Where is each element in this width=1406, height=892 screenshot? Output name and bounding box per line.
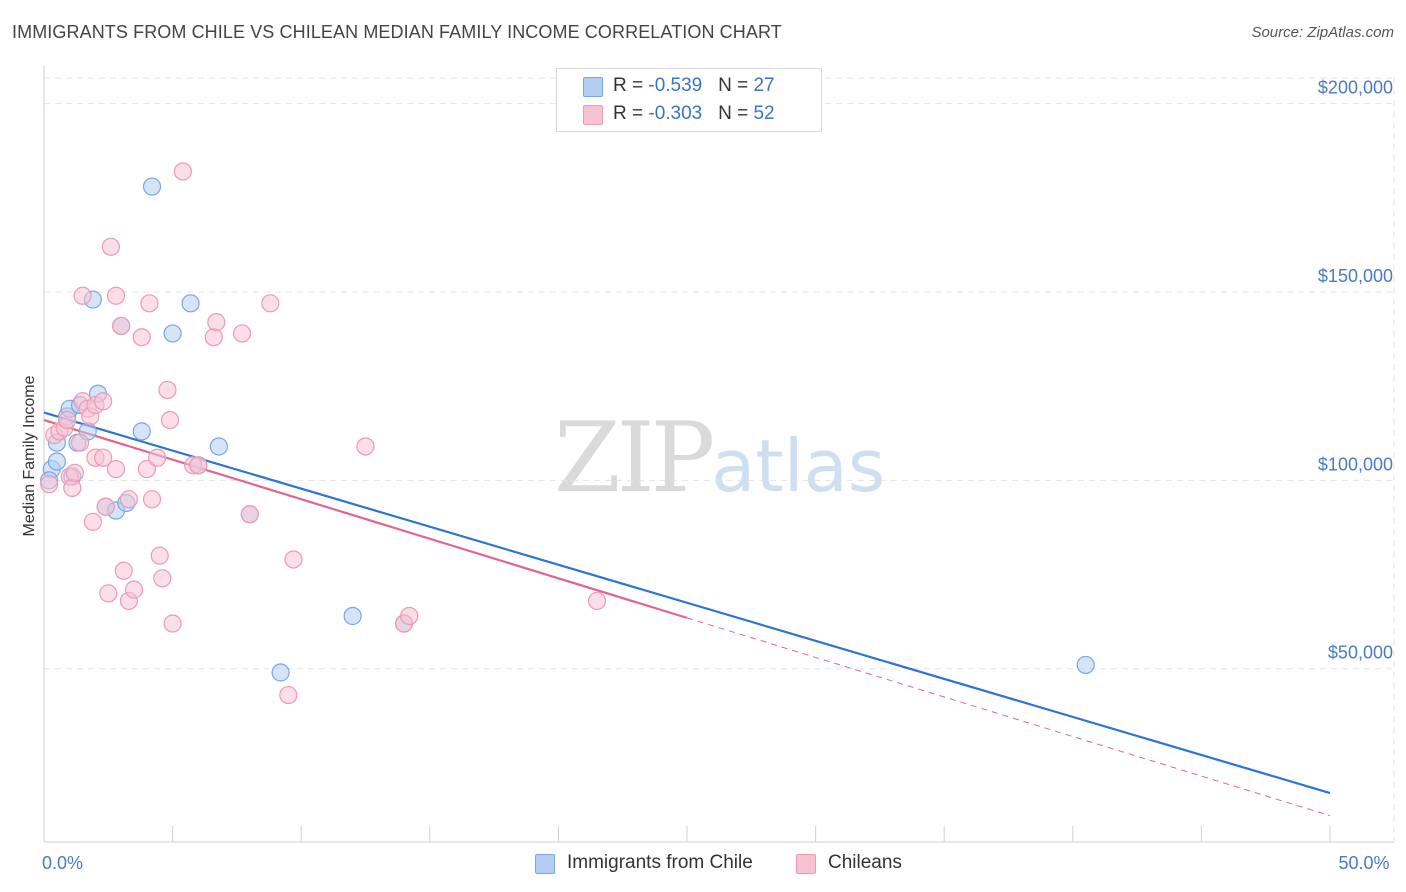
point-chileans-50 (400, 606, 419, 626)
point-chileans-43 (232, 324, 252, 343)
point-chileans-29 (137, 459, 156, 479)
point-chileans-8 (70, 433, 90, 452)
x-tick-label-1: 50.0% (1338, 853, 1389, 873)
watermark: ZIPatlas (554, 402, 885, 514)
swatch-chileans (583, 105, 603, 125)
point-chileans-48 (356, 437, 375, 456)
point-chile-17 (163, 324, 182, 343)
point-chileans-28 (132, 328, 151, 347)
point-chileans-44 (240, 505, 259, 524)
point-chileans-32 (148, 448, 167, 467)
point-chileans-16 (94, 448, 113, 467)
legend-label-chileans: Chileans (828, 852, 902, 873)
swatch-chile (583, 77, 603, 97)
y-axis-label: Median Family Income (21, 375, 38, 536)
legend-swatch-chile (535, 854, 555, 874)
point-chileans-13 (83, 512, 102, 531)
point-chileans-18 (96, 497, 115, 516)
point-chileans-47 (284, 550, 303, 569)
stats-text-chile: R = -0.539 N = 27 (613, 75, 775, 96)
legend-swatch-chileans (796, 854, 816, 874)
trend-lines (43, 411, 1331, 817)
point-chileans-17 (94, 392, 113, 411)
point-chileans-42 (207, 313, 226, 332)
point-chileans-4 (58, 410, 77, 430)
point-chileans-30 (140, 294, 159, 313)
point-chileans-40 (189, 456, 208, 475)
axes (43, 66, 1394, 843)
point-chileans-22 (106, 286, 126, 305)
point-chileans-7 (65, 463, 84, 482)
point-chile-25 (1076, 655, 1095, 675)
point-chileans-36 (160, 410, 180, 430)
point-chileans-6 (63, 478, 82, 498)
watermark-atlas: atlas (711, 424, 886, 508)
chart-title: IMMIGRANTS FROM CHILE VS CHILEAN MEDIAN … (12, 22, 782, 42)
source-label: Source: ZipAtlas.com (1251, 24, 1394, 41)
point-chile-20 (209, 437, 228, 456)
point-chileans-37 (163, 614, 182, 633)
point-chileans-27 (124, 580, 144, 599)
y-tick-label-3: $200,000 (1318, 78, 1393, 98)
point-chile-16 (142, 177, 162, 196)
point-chileans-31 (142, 490, 162, 509)
point-chileans-45 (261, 294, 280, 313)
trend-line-2 (686, 617, 1331, 817)
point-chile-2 (47, 452, 66, 471)
point-chileans-23 (112, 316, 131, 336)
point-chile-18 (181, 294, 200, 313)
point-chileans-46 (279, 685, 298, 705)
trend-line-0 (43, 411, 1331, 795)
tick-labels: $50,000 $100,000 $150,000 $200,000 0.0% 50.0% (42, 78, 1393, 873)
point-chileans-41 (204, 328, 223, 347)
point-chileans-33 (150, 546, 169, 565)
stats-text-chileans: R = -0.303 N = 52 (613, 103, 775, 124)
y-tick-label-0: $50,000 (1328, 643, 1393, 663)
y-tick-label-2: $150,000 (1318, 266, 1393, 286)
point-chileans-34 (153, 569, 172, 588)
point-chileans-35 (158, 380, 177, 400)
point-chile-22 (271, 663, 290, 682)
point-chileans-51 (587, 591, 607, 611)
point-chileans-38 (173, 162, 192, 181)
point-chileans-21 (106, 459, 126, 479)
stats-legend: R = -0.539 N = 27 R = -0.303 N = 52 (556, 68, 822, 132)
point-chile-23 (343, 606, 362, 626)
x-tick-label-0: 0.0% (42, 853, 83, 873)
legend-label-chile: Immigrants from Chile (567, 852, 753, 873)
point-chileans-10 (73, 286, 92, 305)
watermark-zip: ZIP (554, 402, 715, 514)
data-points (40, 162, 1095, 705)
point-chileans-0 (40, 475, 59, 494)
point-chileans-19 (99, 584, 118, 603)
gridlines (44, 77, 1395, 842)
y-tick-label-1: $100,000 (1318, 454, 1393, 474)
point-chileans-24 (114, 561, 133, 580)
point-chileans-25 (119, 490, 138, 509)
point-chileans-20 (101, 237, 120, 256)
point-chile-15 (132, 422, 151, 441)
